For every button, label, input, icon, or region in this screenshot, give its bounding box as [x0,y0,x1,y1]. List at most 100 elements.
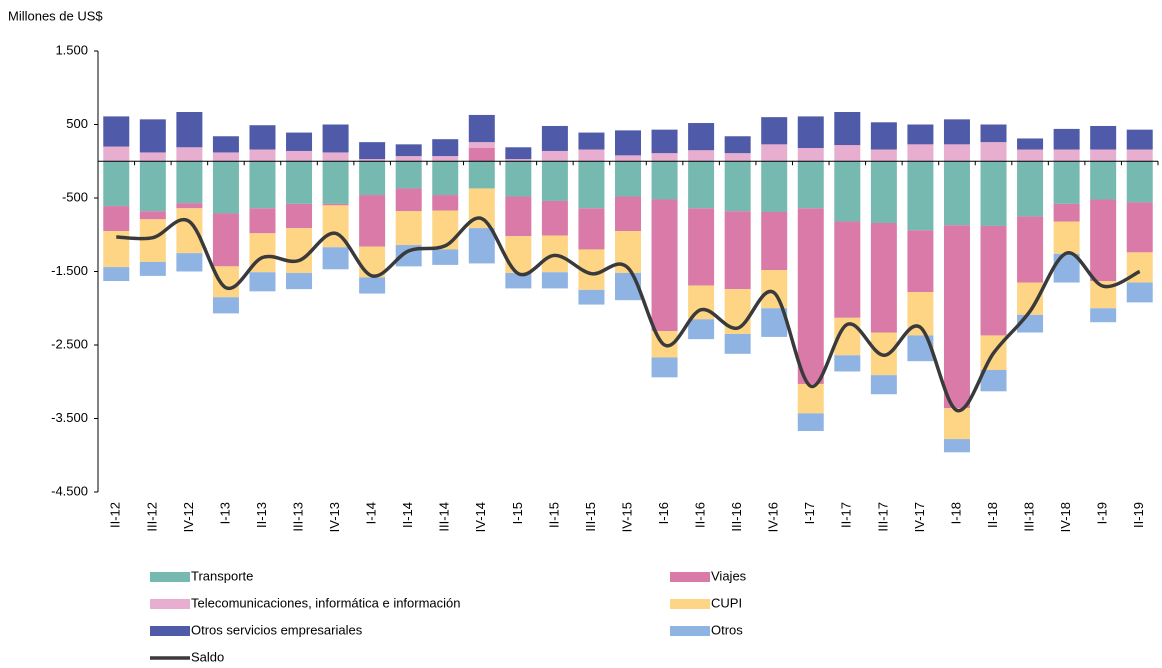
bar-segment [212,161,239,214]
bar-segment [980,161,1007,226]
x-tick-label: III-12 [144,502,159,532]
bar-segment [724,161,751,212]
bar-segment [359,142,386,160]
bar-segment [688,150,715,162]
bar-segment [1053,149,1080,162]
bar-segment [724,211,751,290]
bar-segment [688,285,715,320]
bar-segment [1053,128,1080,150]
bar-segment [322,152,349,162]
y-tick-label: -4.500 [51,483,88,498]
bar-segment [212,297,239,314]
bar-segment [395,161,422,189]
bar-segment [432,139,459,157]
x-tick-label: III-13 [290,502,305,532]
bar-segment [286,203,313,229]
bar-segment [651,153,678,162]
x-tick-label: II-16 [693,502,708,528]
bar-segment [870,375,897,395]
bar-segment [1090,161,1117,200]
bar-segment [541,150,568,162]
bar-segment [797,383,824,414]
bar-segment [907,124,934,145]
bar-segment [615,161,641,197]
bar-segment [322,124,349,153]
bar-segment [505,147,532,160]
bar-segment [1053,203,1080,222]
bar-segment [176,161,203,204]
bar-segment [541,200,568,236]
legend-label: Viajes [711,568,747,583]
x-tick-label: IV-17 [912,502,927,532]
x-tick-label: III-17 [875,502,890,532]
bar-segment [286,272,313,290]
bar-segment [761,117,788,145]
bar-segment [249,149,276,162]
bar-segment [980,124,1007,143]
bar-segment [139,161,166,212]
bar-segment [212,266,239,298]
bar-segment [468,161,495,189]
bar-segment [651,129,678,154]
legend-label: Transporte [191,568,253,583]
legend-label: Saldo [191,649,224,664]
bar-segment [432,161,459,196]
bar-segment [505,161,532,197]
bar-segment [139,219,166,262]
bar-segment [980,369,1007,392]
x-tick-label: I-16 [656,502,671,524]
bar-segment [322,161,349,204]
legend-swatch [150,626,190,636]
bar-segment [688,161,715,209]
bar-segment [505,272,532,289]
bar-segment [615,130,641,156]
bar-segment [797,208,824,384]
x-tick-label: I-17 [802,502,817,524]
bar-segment [359,159,386,162]
bar-segment [249,208,276,234]
bar-segment [432,210,459,250]
bar-segment [724,333,751,354]
x-tick-label: IV-15 [619,502,634,532]
x-tick-label: II-19 [1131,502,1146,528]
bar-segment [761,161,788,212]
bar-segment [870,161,897,223]
x-tick-label: IV-12 [181,502,196,532]
bar-segment [943,408,970,440]
x-tick-label: I-15 [510,502,525,524]
bar-segment [1090,308,1117,323]
bar-segment [249,125,276,150]
bar-segment [907,144,934,162]
bar-segment [1126,282,1153,303]
x-tick-label: II-12 [108,502,123,528]
bar-segment [980,225,1007,336]
bar-segment [980,142,1007,162]
bar-segment [139,261,166,276]
legend-swatch [670,599,710,609]
bar-segment [286,161,313,204]
bar-segment [651,199,678,332]
bar-segment [359,161,386,196]
bar-segment [468,114,495,143]
x-tick-label: III-14 [437,502,452,532]
bar-segment [797,161,824,209]
bar-segment [468,142,495,149]
bar-segment [943,144,970,162]
line [116,216,1141,413]
bar-segment [578,132,605,150]
bar-segment [1017,161,1044,217]
bar-segment [615,155,641,162]
x-tick-label: I-19 [1095,502,1110,524]
bar-segment [578,161,605,209]
x-tick-label: III-16 [729,502,744,532]
bar-segment [359,277,386,294]
bar-segment [139,211,166,220]
bar-segment [1090,125,1117,150]
bar-segment [688,208,715,286]
x-tick-label: IV-13 [327,502,342,532]
bar-segment [395,144,422,157]
x-tick-label: III-15 [583,502,598,532]
legend-swatch [670,572,710,582]
bar-segment [176,253,203,272]
bar-segment [103,267,130,282]
